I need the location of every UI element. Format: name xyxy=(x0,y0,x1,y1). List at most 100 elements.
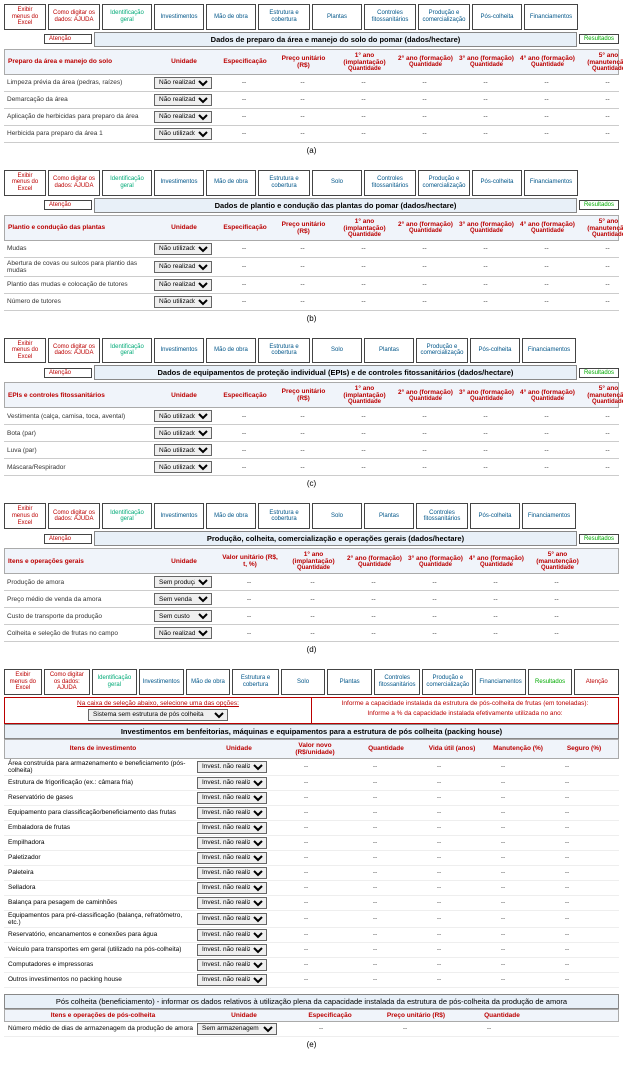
invest-unit-select[interactable]: Invest. não realiz. xyxy=(197,929,267,941)
btn-controles[interactable]: Controles fitossanitários xyxy=(364,4,416,30)
btn-exibir-excel[interactable]: Exibir menus do Excel xyxy=(4,170,46,196)
btn-plantas[interactable]: Plantas xyxy=(364,503,414,529)
btn-invest[interactable]: Investimentos xyxy=(154,503,204,529)
sub-unit-select[interactable]: Sem armazenagem xyxy=(197,1023,277,1035)
btn-atencao[interactable]: Atenção xyxy=(44,200,92,210)
sistema-select[interactable]: Sistema sem estrutura de pós colheita xyxy=(88,709,228,721)
btn-exibir-excel[interactable]: Exibir menus do Excel xyxy=(4,503,46,529)
invest-unit-select[interactable]: Invest. não realiz. xyxy=(197,944,267,956)
invest-unit-select[interactable]: Invest. não realiz. xyxy=(197,867,267,879)
btn-ident[interactable]: Identificação geral xyxy=(102,4,152,30)
btn-controles[interactable]: Controles fitossanitários xyxy=(364,170,416,196)
unit-select[interactable]: Não realizada xyxy=(154,94,212,106)
unit-select[interactable]: Não utilizado xyxy=(154,444,212,456)
btn-resultados[interactable]: Resultados xyxy=(579,368,619,378)
invest-unit-select[interactable]: Invest. não realiz. xyxy=(197,822,267,834)
unit-select[interactable]: Não realizada xyxy=(154,261,212,273)
btn-ident[interactable]: Identificação geral xyxy=(102,170,152,196)
unit-select[interactable]: Não utilizado xyxy=(154,243,212,255)
btn-mao[interactable]: Mão de obra xyxy=(206,503,256,529)
btn-resultados[interactable]: Resultados xyxy=(528,669,573,695)
invest-unit-select[interactable]: Invest. não realiz. xyxy=(197,882,267,894)
btn-solo[interactable]: Solo xyxy=(281,669,326,695)
invest-unit-select[interactable]: Invest. não realiz. xyxy=(197,837,267,849)
btn-producao[interactable]: Produção e comercialização xyxy=(422,669,473,695)
unit-select[interactable]: Sem produção xyxy=(154,576,212,588)
btn-exibir-excel[interactable]: Exibir menus do Excel xyxy=(4,4,46,30)
btn-controles[interactable]: Controles fitossanitários xyxy=(416,503,468,529)
btn-solo[interactable]: Solo xyxy=(312,170,362,196)
btn-exibir-excel[interactable]: Exibir menus do Excel xyxy=(4,338,46,364)
btn-estrutura[interactable]: Estrutura e cobertura xyxy=(258,4,310,30)
unit-select[interactable]: Não realizada xyxy=(154,77,212,89)
btn-invest[interactable]: Investimentos xyxy=(139,669,184,695)
btn-invest[interactable]: Investimentos xyxy=(154,4,204,30)
invest-row: Equipamento para classificação/beneficia… xyxy=(4,806,619,821)
btn-ajuda[interactable]: Como digitar os dados: AJUDA xyxy=(48,4,100,30)
btn-exibir-excel[interactable]: Exibir menus do Excel xyxy=(4,669,42,695)
btn-producao[interactable]: Produção e comercialização xyxy=(416,338,468,364)
invest-unit-select[interactable]: Invest. não realiz. xyxy=(197,807,267,819)
unit-select[interactable]: Sem custo xyxy=(154,610,212,622)
invest-unit-select[interactable]: Invest. não realiz. xyxy=(197,974,267,986)
btn-atencao[interactable]: Atenção xyxy=(44,368,92,378)
btn-mao[interactable]: Mão de obra xyxy=(206,4,256,30)
invest-unit-select[interactable]: Invest. não realiz. xyxy=(197,777,267,789)
unit-select[interactable]: Não realizada xyxy=(154,627,212,639)
invest-unit-select[interactable]: Invest. não realiz. xyxy=(197,792,267,804)
btn-estrutura[interactable]: Estrutura e cobertura xyxy=(232,669,278,695)
btn-invest[interactable]: Investimentos xyxy=(154,170,204,196)
invest-unit-select[interactable]: Invest. não realiz. xyxy=(197,959,267,971)
btn-resultados[interactable]: Resultados xyxy=(579,34,619,44)
table-row: Vestimenta (calça, camisa, toca, avental… xyxy=(4,408,619,425)
btn-financiamentos[interactable]: Financiamentos xyxy=(522,338,576,364)
btn-controles[interactable]: Controles fitossanitários xyxy=(374,669,420,695)
btn-atencao[interactable]: Atenção xyxy=(44,34,92,44)
btn-producao[interactable]: Produção e comercialização xyxy=(418,4,470,30)
invest-unit-select[interactable]: Invest. não realiz. xyxy=(197,852,267,864)
btn-financiamentos[interactable]: Financiamentos xyxy=(524,170,578,196)
btn-poscolheita[interactable]: Pós-colheita xyxy=(472,4,522,30)
btn-invest[interactable]: Investimentos xyxy=(154,338,204,364)
unit-select[interactable]: Sem venda xyxy=(154,593,212,605)
btn-ident[interactable]: Identificação geral xyxy=(102,503,152,529)
invest-unit-select[interactable]: Invest. não realiz. xyxy=(197,761,267,773)
btn-estrutura[interactable]: Estrutura e cobertura xyxy=(258,503,310,529)
btn-producao[interactable]: Produção e comercialização xyxy=(418,170,470,196)
unit-select[interactable]: Não utilizado xyxy=(154,296,212,308)
btn-mao[interactable]: Mão de obra xyxy=(186,669,231,695)
btn-plantas[interactable]: Plantas xyxy=(364,338,414,364)
btn-ident[interactable]: Identificação geral xyxy=(102,338,152,364)
btn-atencao[interactable]: Atenção xyxy=(574,669,619,695)
btn-financiamentos[interactable]: Financiamentos xyxy=(475,669,525,695)
btn-plantas[interactable]: Plantas xyxy=(327,669,372,695)
unit-select[interactable]: Não utilizado xyxy=(154,128,212,140)
unit-select[interactable]: Não realizada xyxy=(154,111,212,123)
btn-solo[interactable]: Solo xyxy=(312,503,362,529)
btn-estrutura[interactable]: Estrutura e cobertura xyxy=(258,170,310,196)
btn-resultados[interactable]: Resultados xyxy=(579,534,619,544)
btn-atencao[interactable]: Atenção xyxy=(44,534,92,544)
invest-unit-select[interactable]: Invest. não realiz. xyxy=(197,913,267,925)
btn-estrutura[interactable]: Estrutura e cobertura xyxy=(258,338,310,364)
unit-select[interactable]: Não realizada xyxy=(154,279,212,291)
unit-select[interactable]: Não utilizado xyxy=(154,427,212,439)
btn-poscolheita[interactable]: Pós-colheita xyxy=(472,170,522,196)
unit-select[interactable]: Não utilizado xyxy=(154,461,212,473)
btn-solo[interactable]: Solo xyxy=(312,338,362,364)
invest-unit-select[interactable]: Invest. não realiz. xyxy=(197,897,267,909)
btn-ajuda[interactable]: Como digitar os dados: AJUDA xyxy=(48,338,100,364)
btn-resultados[interactable]: Resultados xyxy=(579,200,619,210)
unit-select[interactable]: Não utilizado xyxy=(154,410,212,422)
btn-mao[interactable]: Mão de obra xyxy=(206,170,256,196)
btn-poscolheita[interactable]: Pós-colheita xyxy=(470,338,520,364)
btn-ajuda[interactable]: Como digitar os dados: AJUDA xyxy=(48,503,100,529)
btn-plantas[interactable]: Plantas xyxy=(312,4,362,30)
btn-ajuda[interactable]: Como digitar os dados: AJUDA xyxy=(48,170,100,196)
btn-ajuda[interactable]: Como digitar os dados: AJUDA xyxy=(44,669,90,695)
btn-financiamentos[interactable]: Financiamentos xyxy=(524,4,578,30)
btn-mao[interactable]: Mão de obra xyxy=(206,338,256,364)
btn-ident[interactable]: Identificação geral xyxy=(92,669,137,695)
btn-financiamentos[interactable]: Financiamentos xyxy=(522,503,576,529)
btn-poscolheita[interactable]: Pós-colheita xyxy=(470,503,520,529)
